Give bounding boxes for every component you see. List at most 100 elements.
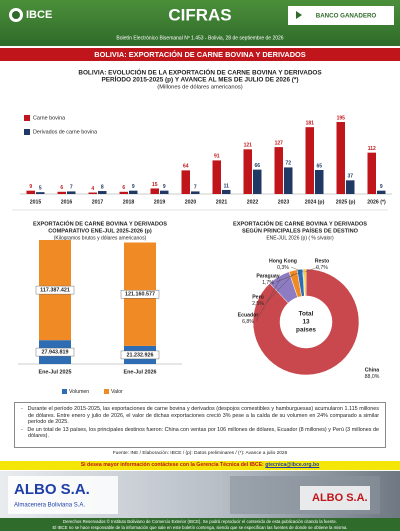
value-label-box xyxy=(35,347,75,357)
chart-title: EXPORTACIÓN DE CARNE BOVINA Y DERIVADOS xyxy=(233,219,367,227)
chart-subtitle: SEGÚN PRINCIPALES PAÍSES DE DESTINO xyxy=(242,226,359,234)
x-tick-label: 2016 xyxy=(61,199,73,205)
slice-value-label: 2,5% xyxy=(252,301,264,307)
note-paragraph: Durante el período 2015-2025, las export… xyxy=(21,406,379,426)
legend-label: Volumen xyxy=(69,389,89,395)
logo-icon-inner xyxy=(12,11,20,19)
slice-value-label: 6,8% xyxy=(242,319,254,325)
legend-label: Valor xyxy=(111,389,123,395)
bar-value-label: 9 xyxy=(380,184,383,190)
legend-swatch xyxy=(24,115,30,121)
x-tick-label: 2021 xyxy=(216,199,228,205)
bar xyxy=(284,167,293,194)
slice-value-label: 88,0% xyxy=(365,374,380,380)
bar xyxy=(98,191,107,194)
bar xyxy=(181,170,190,194)
bar xyxy=(305,127,314,194)
bar xyxy=(243,149,252,194)
bar-value-label: 112 xyxy=(368,146,376,152)
chart-note: (Kilogramos brutos y dólares americanos) xyxy=(54,235,147,241)
bar-value-label: 7 xyxy=(194,185,197,191)
legend-swatch xyxy=(24,129,30,135)
legend-swatch xyxy=(104,389,109,394)
bar-value-label: 8 xyxy=(101,184,104,190)
value-label-box xyxy=(35,285,75,295)
bar xyxy=(367,152,376,194)
bar xyxy=(377,190,386,194)
bar xyxy=(129,190,138,194)
notes-box: Durante el período 2015-2025, las export… xyxy=(14,402,386,448)
footer: Derechos Reservados © Instituto Bolivian… xyxy=(0,518,400,531)
bar xyxy=(88,192,97,194)
x-tick-label: 2023 xyxy=(278,199,290,205)
bar-value-label: 66 xyxy=(254,163,260,169)
bar xyxy=(191,191,200,194)
chart-subtitle: COMPARATIVO ENE-JUL 2025-2026 (p) xyxy=(48,228,152,234)
leader-line xyxy=(275,272,301,283)
slice-label: Hong Kong xyxy=(269,258,297,264)
bar-value-label: 6 xyxy=(60,185,63,191)
bar xyxy=(212,160,221,194)
x-tick-label: 2022 xyxy=(247,199,259,205)
logo-text: IBCE xyxy=(26,9,52,21)
legend-swatch xyxy=(62,389,67,394)
bar xyxy=(222,189,231,194)
bar-value-label: 21.232.926 xyxy=(127,352,154,358)
sponsor-icon xyxy=(296,11,302,19)
bar-value-label: 91 xyxy=(214,154,220,160)
bar-value-label: 121 xyxy=(244,143,253,149)
bar-value-label: 9 xyxy=(29,184,32,190)
bar-value-label: 11 xyxy=(224,183,230,189)
legend-label: Derivados de carne bovina xyxy=(33,129,97,135)
ad-truck xyxy=(300,486,370,510)
leader-line xyxy=(304,266,319,273)
chart-title: BOLIVIA: EVOLUCIÓN DE LA EXPORTACIÓN DE … xyxy=(78,68,322,77)
bar-value-label: 121.160.577 xyxy=(125,292,155,298)
bar xyxy=(253,169,262,194)
slice-label: Resto xyxy=(315,258,329,264)
bar xyxy=(315,170,324,194)
bar-value-label: 72 xyxy=(285,161,291,167)
ad-brand: ALBO S.A. xyxy=(14,481,90,498)
source-line: Fuente: INE / Elaboración: IBCE / (p): D… xyxy=(112,451,288,456)
bar-value-label: 64 xyxy=(183,164,189,170)
contact-email[interactable]: gtecnica@ibce.org.bo xyxy=(265,462,320,468)
ad-logo-box xyxy=(8,476,118,514)
bar-value-label: 15 xyxy=(152,182,158,188)
bar-value-label: 65 xyxy=(316,163,322,169)
leader-line xyxy=(290,266,304,273)
bar xyxy=(36,192,45,194)
center-label: Total xyxy=(299,311,314,318)
contact-text: Si desea mayor información contáctese co… xyxy=(80,462,264,468)
leader-line xyxy=(255,279,281,322)
x-tick-label: 2018 xyxy=(123,199,135,205)
slice-label: Ecuador xyxy=(238,312,259,318)
bar xyxy=(57,191,66,194)
x-tick-label: 2020 xyxy=(185,199,197,205)
ad-tagline: Almacenera Boliviana S.A. xyxy=(14,503,85,509)
center-label: 13 xyxy=(302,319,310,326)
donut-hole xyxy=(280,296,332,348)
bar-value-label: 127 xyxy=(275,140,284,146)
slice-label: Paraguay xyxy=(256,273,279,279)
center-label: países xyxy=(296,327,316,334)
slice-value-label: 0,3% xyxy=(277,265,289,271)
leader-line xyxy=(265,273,294,304)
x-tick-label: 2017 xyxy=(92,199,104,205)
slice-value-label: 0,7% xyxy=(316,265,328,271)
bar-value-label: 9 xyxy=(132,184,135,190)
x-tick-label: 2025 (p) xyxy=(336,199,356,205)
contact-bar: Si desea mayor información contáctese co… xyxy=(0,461,400,470)
ad-truck-brand: ALBO S.A. xyxy=(312,492,368,504)
slice-label: China xyxy=(365,367,380,373)
bar xyxy=(336,122,345,194)
bar-value-label: 27.943.819 xyxy=(42,350,69,356)
header-title: CIFRAS xyxy=(168,5,231,24)
bar xyxy=(119,191,128,194)
pie-slice xyxy=(252,268,360,376)
value-label-box xyxy=(120,350,160,360)
bar xyxy=(26,190,35,194)
bar-value-label: 181 xyxy=(306,120,315,126)
